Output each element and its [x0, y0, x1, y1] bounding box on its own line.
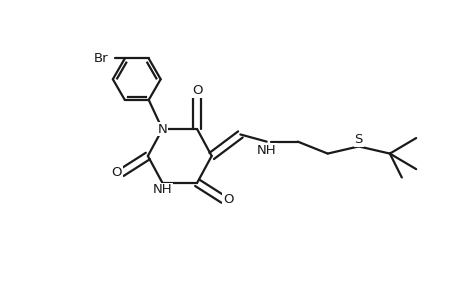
Text: O: O [111, 166, 122, 179]
Text: S: S [354, 133, 362, 146]
Text: NH: NH [256, 143, 276, 157]
Text: Br: Br [93, 52, 108, 65]
Text: NH: NH [152, 183, 172, 196]
Text: N: N [157, 123, 167, 136]
Text: O: O [191, 84, 202, 98]
Text: O: O [223, 193, 233, 206]
